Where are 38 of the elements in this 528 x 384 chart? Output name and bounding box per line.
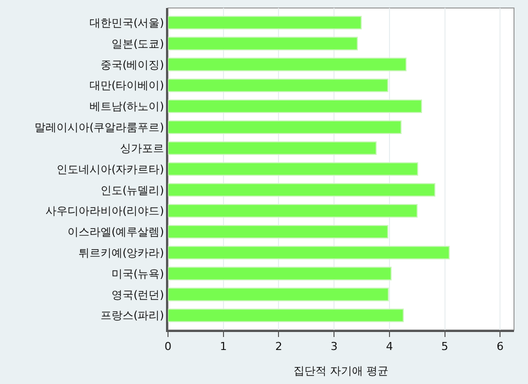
y-tick-label: 미국(뉴욕) <box>111 267 164 280</box>
y-tick-label: 영국(런던) <box>111 288 164 302</box>
bar <box>168 16 362 30</box>
bar <box>168 78 388 92</box>
y-tick-label: 중국(베이징) <box>100 58 164 72</box>
y-tick-label: 싱가포르 <box>120 142 164 155</box>
bar <box>168 162 418 176</box>
y-tick-label: 이스라엘(예루살렘) <box>67 226 164 239</box>
x-tick-label: 5 <box>441 340 448 353</box>
bar <box>168 204 418 218</box>
x-tick-label: 6 <box>496 340 504 353</box>
bar <box>168 100 422 114</box>
bar <box>168 246 450 260</box>
y-tick-label: 대만(타이베이) <box>89 79 164 92</box>
y-tick-label: 대한민국(서울) <box>89 16 164 30</box>
x-tick-label: 4 <box>386 340 393 353</box>
bar <box>168 224 388 238</box>
bar <box>168 141 377 155</box>
y-tick-label: 말레이시아(쿠알라룸푸르) <box>34 121 164 134</box>
y-tick-label: 사우디아라비아(리야드) <box>45 204 164 218</box>
x-tick-label: 0 <box>164 340 172 353</box>
bar <box>168 183 436 197</box>
y-tick-label: 프랑스(파리) <box>100 309 164 322</box>
x-tick-label: 1 <box>220 340 227 353</box>
y-tick-label: 베트남(하노이) <box>89 100 164 114</box>
bar <box>168 58 407 72</box>
x-axis-title: 집단적 자기애 평균 <box>294 364 388 378</box>
bar <box>168 36 358 50</box>
y-tick-label: 튀르키예(앙카라) <box>78 246 164 260</box>
bar <box>168 120 402 134</box>
bar <box>168 288 389 302</box>
y-tick-label: 일본(도쿄) <box>111 37 164 50</box>
x-tick-label: 3 <box>330 340 338 353</box>
x-tick-label: 2 <box>275 340 282 353</box>
y-tick-label: 인도네시아(자카르타) <box>56 162 164 176</box>
bar <box>168 308 404 322</box>
bar <box>168 266 392 280</box>
y-tick-label: 인도(뉴델리) <box>100 184 164 197</box>
